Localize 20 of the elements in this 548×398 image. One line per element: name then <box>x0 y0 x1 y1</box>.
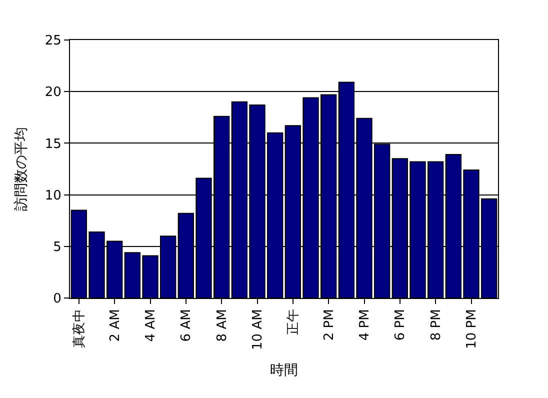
x-tick-label: 2 PM <box>322 309 337 341</box>
x-tick-label: 6 PM <box>393 309 408 341</box>
y-tick-label: 15 <box>44 136 62 152</box>
x-axis-title: 時間 <box>270 362 298 378</box>
y-tick-label: 0 <box>53 292 62 307</box>
y-tick-label: 20 <box>44 85 62 100</box>
x-tick-label: 真夜中 <box>71 309 88 348</box>
x-tick-label: 2 AM <box>108 309 123 342</box>
y-axis-title: 訪問数の平均 <box>13 127 30 211</box>
x-tick-label: 10 AM <box>250 309 266 350</box>
y-tick-label: 5 <box>53 240 62 255</box>
x-tick-label: 8 AM <box>214 309 230 342</box>
y-tick-label: 10 <box>44 188 62 204</box>
x-tick-label: 4 AM <box>143 309 158 342</box>
x-tick-label: 8 PM <box>428 309 444 341</box>
x-tick-label: 4 PM <box>357 309 372 341</box>
x-tick-label: 6 AM <box>179 309 194 342</box>
y-tick-label: 25 <box>44 34 62 49</box>
x-tick-label: 正午 <box>286 309 302 336</box>
x-tick-label: 10 PM <box>464 309 480 349</box>
